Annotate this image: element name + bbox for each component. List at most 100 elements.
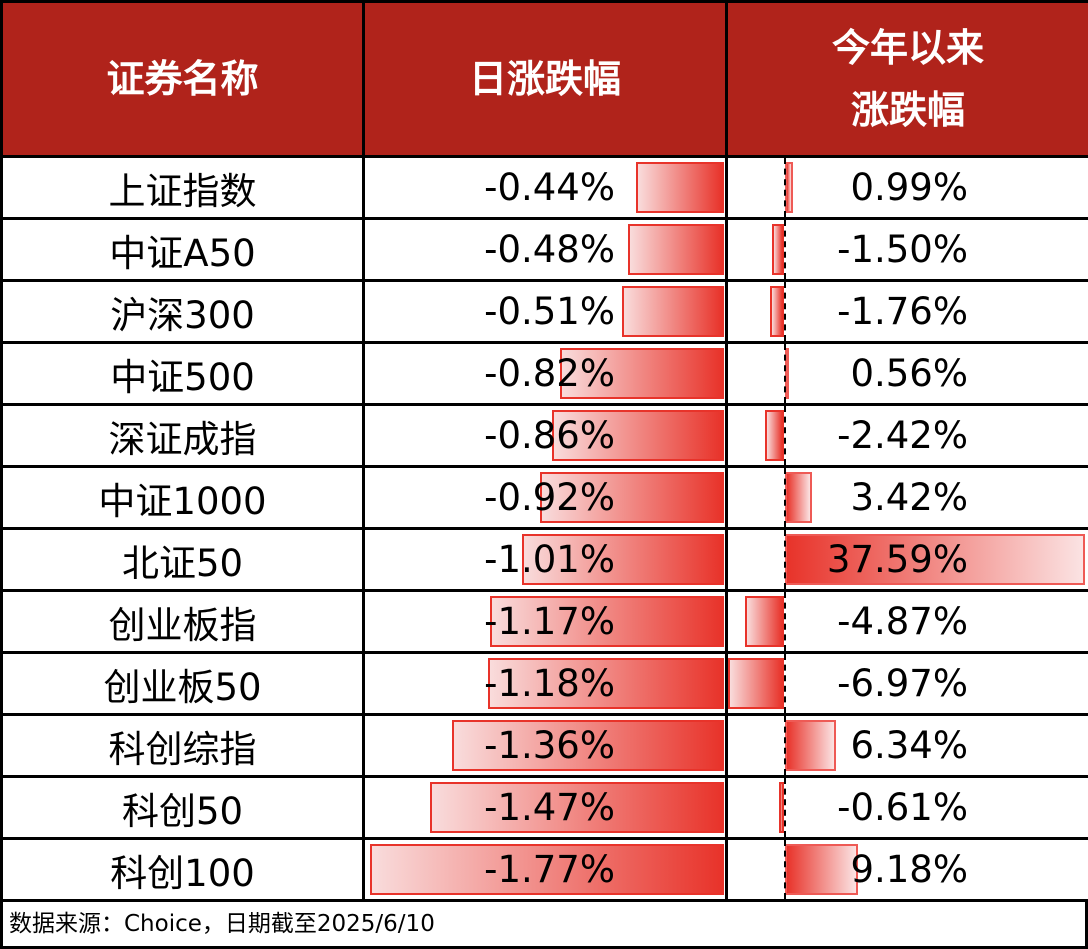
ytd-change-cell: 0.56% (727, 343, 1088, 405)
daily-change-cell: -0.44% (364, 157, 727, 219)
zero-axis (784, 406, 786, 465)
security-name: 中证500 (2, 343, 364, 405)
table-row: 科创综指 -1.36% 6.34% (2, 715, 1088, 777)
daily-bar (622, 286, 724, 337)
zero-axis (784, 716, 786, 775)
security-name: 科创50 (2, 777, 364, 839)
daily-change-cell: -1.17% (364, 591, 727, 653)
footer-source: 数据来源：Choice，日期截至2025/6/10 (0, 902, 1088, 949)
daily-change-cell: -0.92% (364, 467, 727, 529)
security-name: 深证成指 (2, 405, 364, 467)
ytd-change: -2.42% (837, 414, 968, 457)
daily-change-cell: -0.51% (364, 281, 727, 343)
security-name-text: 科创50 (122, 790, 243, 833)
zero-axis (784, 592, 786, 651)
security-name-text: 深证成指 (109, 418, 257, 461)
ytd-bar (785, 162, 793, 213)
security-name-text: 沪深300 (110, 294, 255, 337)
ytd-change-cell: -4.87% (727, 591, 1088, 653)
table-row: 中证A50 -0.48% -1.50% (2, 219, 1088, 281)
header-name: 证券名称 (2, 2, 364, 157)
ytd-bar (728, 658, 784, 709)
security-name: 创业板指 (2, 591, 364, 653)
ytd-change: 3.42% (850, 476, 968, 519)
table-row: 北证50 -1.01% 37.59% (2, 529, 1088, 591)
zero-axis (784, 840, 786, 899)
daily-change-cell: -0.86% (364, 405, 727, 467)
table-row: 创业板指 -1.17% -4.87% (2, 591, 1088, 653)
daily-change-cell: -1.47% (364, 777, 727, 839)
ytd-change: 0.99% (850, 166, 968, 209)
security-name-text: 上证指数 (109, 170, 257, 213)
security-name: 沪深300 (2, 281, 364, 343)
zero-axis (784, 654, 786, 713)
ytd-change: 37.59% (827, 538, 968, 581)
security-name-text: 科创综指 (109, 728, 257, 771)
ytd-change-cell: 37.59% (727, 529, 1088, 591)
zero-axis (784, 530, 786, 589)
zero-axis (784, 158, 786, 217)
daily-change-cell: -1.01% (364, 529, 727, 591)
header-daily: 日涨跌幅 (364, 2, 727, 157)
security-name-text: 中证A50 (109, 232, 255, 275)
ytd-bar (770, 286, 784, 337)
ytd-change-cell: -2.42% (727, 405, 1088, 467)
table-row: 科创50 -1.47% -0.61% (2, 777, 1088, 839)
security-name: 上证指数 (2, 157, 364, 219)
zero-axis (784, 344, 786, 403)
ytd-bar (745, 596, 784, 647)
table-row: 中证1000 -0.92% 3.42% (2, 467, 1088, 529)
daily-change-cell: -0.82% (364, 343, 727, 405)
header-ytd: 今年以来涨跌幅 (727, 2, 1088, 157)
zero-axis (784, 468, 786, 527)
security-name: 中证A50 (2, 219, 364, 281)
daily-change: -1.17% (484, 600, 615, 643)
table-row: 科创100 -1.77% 9.18% (2, 839, 1088, 901)
ytd-change: -1.50% (837, 228, 968, 271)
ytd-change: 6.34% (850, 724, 968, 767)
ytd-change-cell: -0.61% (727, 777, 1088, 839)
ytd-change: -6.97% (837, 662, 968, 705)
daily-change: -0.86% (484, 414, 615, 457)
ytd-change: -4.87% (837, 600, 968, 643)
ytd-change: 0.56% (850, 352, 968, 395)
ytd-change-cell: 6.34% (727, 715, 1088, 777)
ytd-change-cell: 9.18% (727, 839, 1088, 901)
ytd-bar (765, 410, 784, 461)
security-name: 北证50 (2, 529, 364, 591)
index-table: 证券名称 日涨跌幅 今年以来涨跌幅 上证指数 -0.44% 0.99%中证A50… (0, 0, 1088, 902)
ytd-bar (785, 844, 858, 895)
daily-bar (636, 162, 724, 213)
security-name-text: 创业板指 (109, 604, 257, 647)
table-row: 创业板50 -1.18% -6.97% (2, 653, 1088, 715)
ytd-bar (785, 720, 836, 771)
zero-axis (784, 778, 786, 837)
daily-change: -0.48% (484, 228, 615, 271)
daily-change: -0.92% (484, 476, 615, 519)
security-name: 科创100 (2, 839, 364, 901)
ytd-change: 9.18% (850, 848, 968, 891)
daily-change: -1.01% (484, 538, 615, 581)
table-row: 沪深300 -0.51% -1.76% (2, 281, 1088, 343)
daily-change: -0.82% (484, 352, 615, 395)
security-name-text: 中证500 (110, 356, 255, 399)
security-name: 创业板50 (2, 653, 364, 715)
header-ytd-line1: 今年以来 (728, 17, 1088, 79)
ytd-change-cell: 3.42% (727, 467, 1088, 529)
security-name: 中证1000 (2, 467, 364, 529)
daily-change-cell: -1.77% (364, 839, 727, 901)
daily-change-cell: -0.48% (364, 219, 727, 281)
zero-axis (784, 282, 786, 341)
daily-change: -0.51% (484, 290, 615, 333)
daily-bar (628, 224, 724, 275)
table-row: 上证指数 -0.44% 0.99% (2, 157, 1088, 219)
security-name-text: 创业板50 (103, 666, 261, 709)
daily-change-cell: -1.18% (364, 653, 727, 715)
ytd-change-cell: -1.76% (727, 281, 1088, 343)
ytd-change-cell: 0.99% (727, 157, 1088, 219)
zero-axis (784, 220, 786, 279)
daily-change: -1.77% (484, 848, 615, 891)
header-ytd-line2: 涨跌幅 (728, 79, 1088, 141)
daily-change: -0.44% (484, 166, 615, 209)
daily-change-cell: -1.36% (364, 715, 727, 777)
